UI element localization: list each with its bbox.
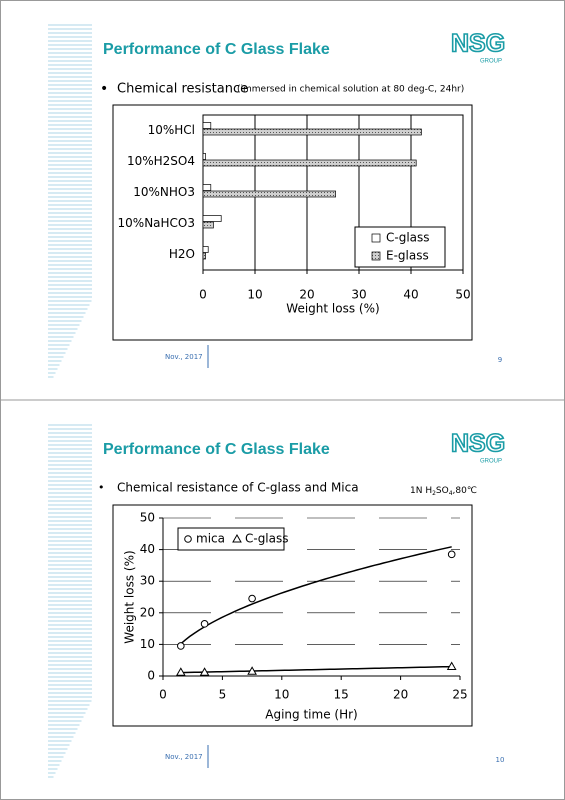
x-tick-label: 0 — [159, 688, 167, 702]
data-point — [177, 642, 185, 650]
legend-swatch — [371, 233, 381, 243]
x-tick-label: 40 — [403, 288, 418, 302]
condition-part: SO — [436, 486, 449, 496]
bar — [202, 221, 214, 229]
data-point — [247, 666, 257, 675]
condition-part: 2 — [432, 490, 436, 497]
condition-part: 4 — [449, 490, 453, 497]
footer-date: Nov., 2017 — [165, 753, 203, 761]
legend-label: C-glass — [386, 231, 430, 245]
chart-frame — [112, 504, 473, 727]
bar — [202, 246, 209, 253]
y-tick-label: 30 — [140, 574, 155, 588]
category-label: 10%NaHCO3 — [118, 216, 195, 230]
bar — [202, 159, 417, 167]
data-point — [248, 594, 256, 603]
x-tick-label: 10 — [247, 288, 262, 302]
chart-frame — [112, 104, 473, 341]
y-tick-label: 40 — [140, 542, 155, 556]
logo: NSG — [451, 430, 505, 458]
legend-marker — [184, 535, 192, 543]
category-label: 10%HCl — [148, 123, 195, 137]
trend-line — [180, 665, 452, 674]
category-label: H2O — [169, 247, 195, 261]
data-point — [446, 661, 457, 671]
legend-swatch — [371, 251, 381, 261]
slide-title: Performance of C Glass Flake — [103, 41, 330, 58]
x-tick-label: 20 — [299, 288, 314, 302]
legend-box — [354, 226, 446, 268]
page-number: 9 — [498, 356, 502, 364]
x-tick-label: 10 — [274, 688, 289, 702]
y-tick-label: 10 — [140, 637, 155, 651]
page-number: 10 — [496, 756, 505, 764]
bar — [202, 252, 206, 260]
x-tick-label: 30 — [351, 288, 366, 302]
data-point — [199, 667, 210, 676]
logo-sub: GROUP — [480, 59, 502, 65]
x-tick-label: 20 — [393, 688, 408, 702]
data-point — [175, 667, 186, 676]
data-point — [200, 620, 209, 628]
x-tick-label: 50 — [455, 288, 470, 302]
legend-label: C-glass — [245, 532, 289, 546]
condition: 1N H2SO4,80℃ — [410, 486, 477, 498]
footer-date: Nov., 2017 — [165, 353, 203, 361]
legend-marker — [232, 533, 242, 543]
legend-label: mica — [196, 532, 225, 546]
logo-sub: GROUP — [480, 459, 502, 465]
x-tick-label: 0 — [199, 288, 207, 302]
bullet-text: Chemical resistance of C-glass and Mica — [117, 481, 359, 495]
bullet-note: (immersed in chemical solution at 80 deg… — [237, 85, 464, 95]
condition-part: 1N H — [410, 486, 432, 496]
y-tick-label: 50 — [140, 511, 155, 525]
legend-label: E-glass — [386, 249, 429, 263]
legend-box — [177, 527, 285, 551]
bullet: • — [98, 481, 105, 494]
x-axis-label: Aging time (Hr) — [265, 708, 357, 722]
x-axis-label: Weight loss (%) — [286, 302, 379, 316]
y-axis-label: Weight loss (%) — [123, 550, 137, 643]
slide-title: Performance of C Glass Flake — [103, 441, 330, 458]
y-tick-label: 0 — [147, 669, 155, 683]
x-tick-label: 15 — [334, 688, 349, 702]
x-tick-label: 5 — [219, 688, 227, 702]
y-tick-label: 20 — [140, 605, 155, 619]
category-label: 10%NHO3 — [133, 185, 195, 199]
category-label: 10%H2SO4 — [127, 154, 195, 168]
trend-line — [180, 546, 452, 645]
logo: NSG — [451, 30, 505, 58]
bar — [202, 215, 222, 222]
bar — [202, 128, 422, 136]
bar — [202, 190, 336, 198]
condition-part: ,80℃ — [453, 486, 477, 496]
bar — [202, 184, 212, 191]
bullet-text: Chemical resistance — [117, 82, 248, 97]
bar — [202, 153, 206, 160]
x-tick-label: 25 — [452, 688, 467, 702]
bullet: • — [100, 81, 108, 97]
data-point — [447, 550, 456, 559]
bar — [202, 122, 212, 129]
